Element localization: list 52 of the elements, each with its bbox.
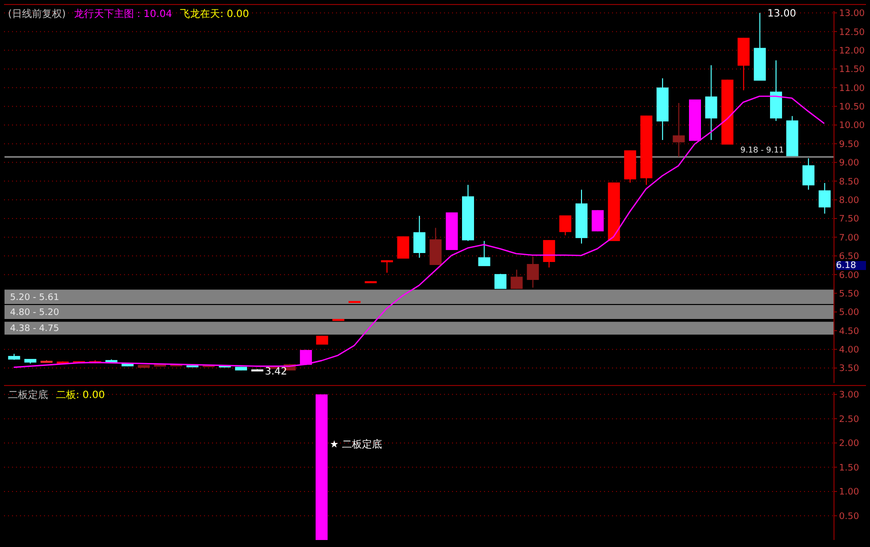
y-tick-label: 12.50 xyxy=(839,28,866,38)
y-tick-label: 1.00 xyxy=(839,488,860,498)
candlestick xyxy=(413,215,426,258)
annotation: 3.42 xyxy=(264,366,288,378)
y-tick-label: 11.50 xyxy=(839,65,866,76)
y-tick-label: 1.50 xyxy=(839,463,860,474)
band-label: 4.38 - 4.75 xyxy=(10,324,60,334)
band-label: 9.18 - 9.11 xyxy=(740,146,784,155)
y-tick-label: 10.50 xyxy=(839,102,866,113)
y-tick-label: 10.00 xyxy=(839,121,866,132)
y-tick-label: 8.00 xyxy=(839,196,860,206)
y-tick-label: 2.00 xyxy=(839,439,860,450)
candlestick xyxy=(526,256,539,288)
y-tick-label: 13.00 xyxy=(839,9,866,20)
candlestick xyxy=(592,210,604,232)
candlestick xyxy=(559,215,572,236)
candlestick xyxy=(672,102,685,158)
y-tick-label: 6.00 xyxy=(839,270,860,281)
y-tick-label: 7.00 xyxy=(839,233,860,244)
y-tick-label: 7.50 xyxy=(839,214,860,225)
annotation: 13.00 xyxy=(767,8,796,20)
y-tick-label: 3.00 xyxy=(839,390,860,401)
chart-subtitle: 二板: 0.00 xyxy=(56,390,105,401)
price-tag: 6.18 xyxy=(836,260,866,270)
candlestick xyxy=(802,158,814,190)
candlestick xyxy=(543,240,556,268)
y-tick-label: 6.50 xyxy=(839,252,860,262)
candlestick xyxy=(705,64,718,140)
annotation: ★ 二板定底 xyxy=(330,438,382,450)
y-tick-label: 9.00 xyxy=(839,158,860,169)
y-tick-label: 2.50 xyxy=(839,414,860,425)
candlestick xyxy=(494,273,506,289)
annotation: 飞龙在天: 0.00 xyxy=(180,9,249,20)
y-tick-label: 8.50 xyxy=(839,177,860,188)
y-tick-label: 4.50 xyxy=(839,326,860,337)
candlestick xyxy=(818,182,831,214)
candlestick xyxy=(510,269,523,290)
candlestick xyxy=(478,240,490,266)
annotation: 龙行天下主图 : 10.04 xyxy=(74,9,172,20)
y-tick-label: 9.50 xyxy=(839,140,860,150)
band-label: 5.20 - 5.61 xyxy=(10,292,60,303)
y-tick-label: 11.00 xyxy=(839,84,866,94)
band-label: 4.80 - 5.20 xyxy=(10,308,60,318)
y-tick-label: 0.50 xyxy=(839,512,860,522)
chart-title: 二板定底 xyxy=(8,390,48,401)
candlestick xyxy=(380,260,393,274)
y-tick-label: 5.00 xyxy=(839,308,860,318)
y-tick-label: 4.00 xyxy=(839,346,860,356)
y-tick-label: 5.50 xyxy=(839,289,860,300)
chart-title: (日线前复权) xyxy=(8,9,66,20)
y-tick-label: 3.50 xyxy=(839,364,860,374)
y-tick-label: 12.00 xyxy=(839,46,866,56)
